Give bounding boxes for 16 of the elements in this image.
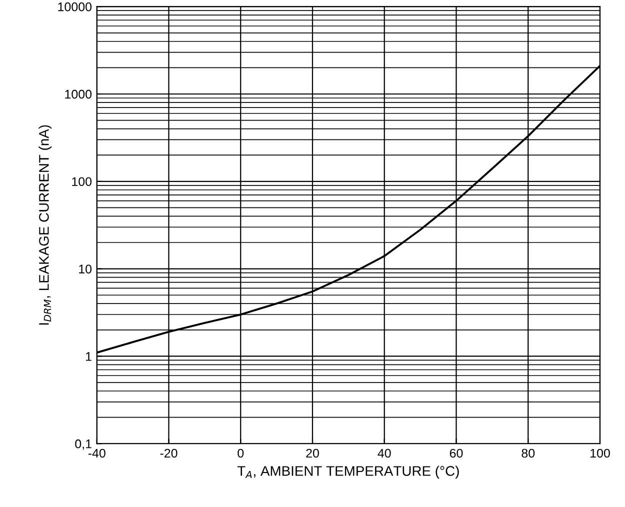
x-tick-label: -20 xyxy=(160,448,178,458)
x-tick-label: 40 xyxy=(378,448,391,458)
x-axis-title: T$_{A}$, AMBIENT TEMPERATURE (°C) xyxy=(237,466,459,479)
y-tick-label: 10 xyxy=(79,264,92,274)
y-tick-label: 100 xyxy=(72,177,92,186)
y-tick-label: 10000 xyxy=(58,2,92,12)
x-tick-label: 60 xyxy=(450,448,463,458)
x-tick-label: 100 xyxy=(590,448,610,458)
x-tick-label: 0 xyxy=(238,448,244,458)
y-tick-label: 1000 xyxy=(65,90,92,99)
y-axis-title: I$_{DRM}$, LEAKAGE CURRENT (nA) xyxy=(38,125,52,325)
x-tick-label: 80 xyxy=(522,448,535,458)
x-tick-label: 20 xyxy=(306,448,319,458)
x-tick-label: -40 xyxy=(88,448,106,458)
y-tick-label: 1 xyxy=(86,352,92,361)
y-tick-label: 0,1 xyxy=(75,439,92,450)
